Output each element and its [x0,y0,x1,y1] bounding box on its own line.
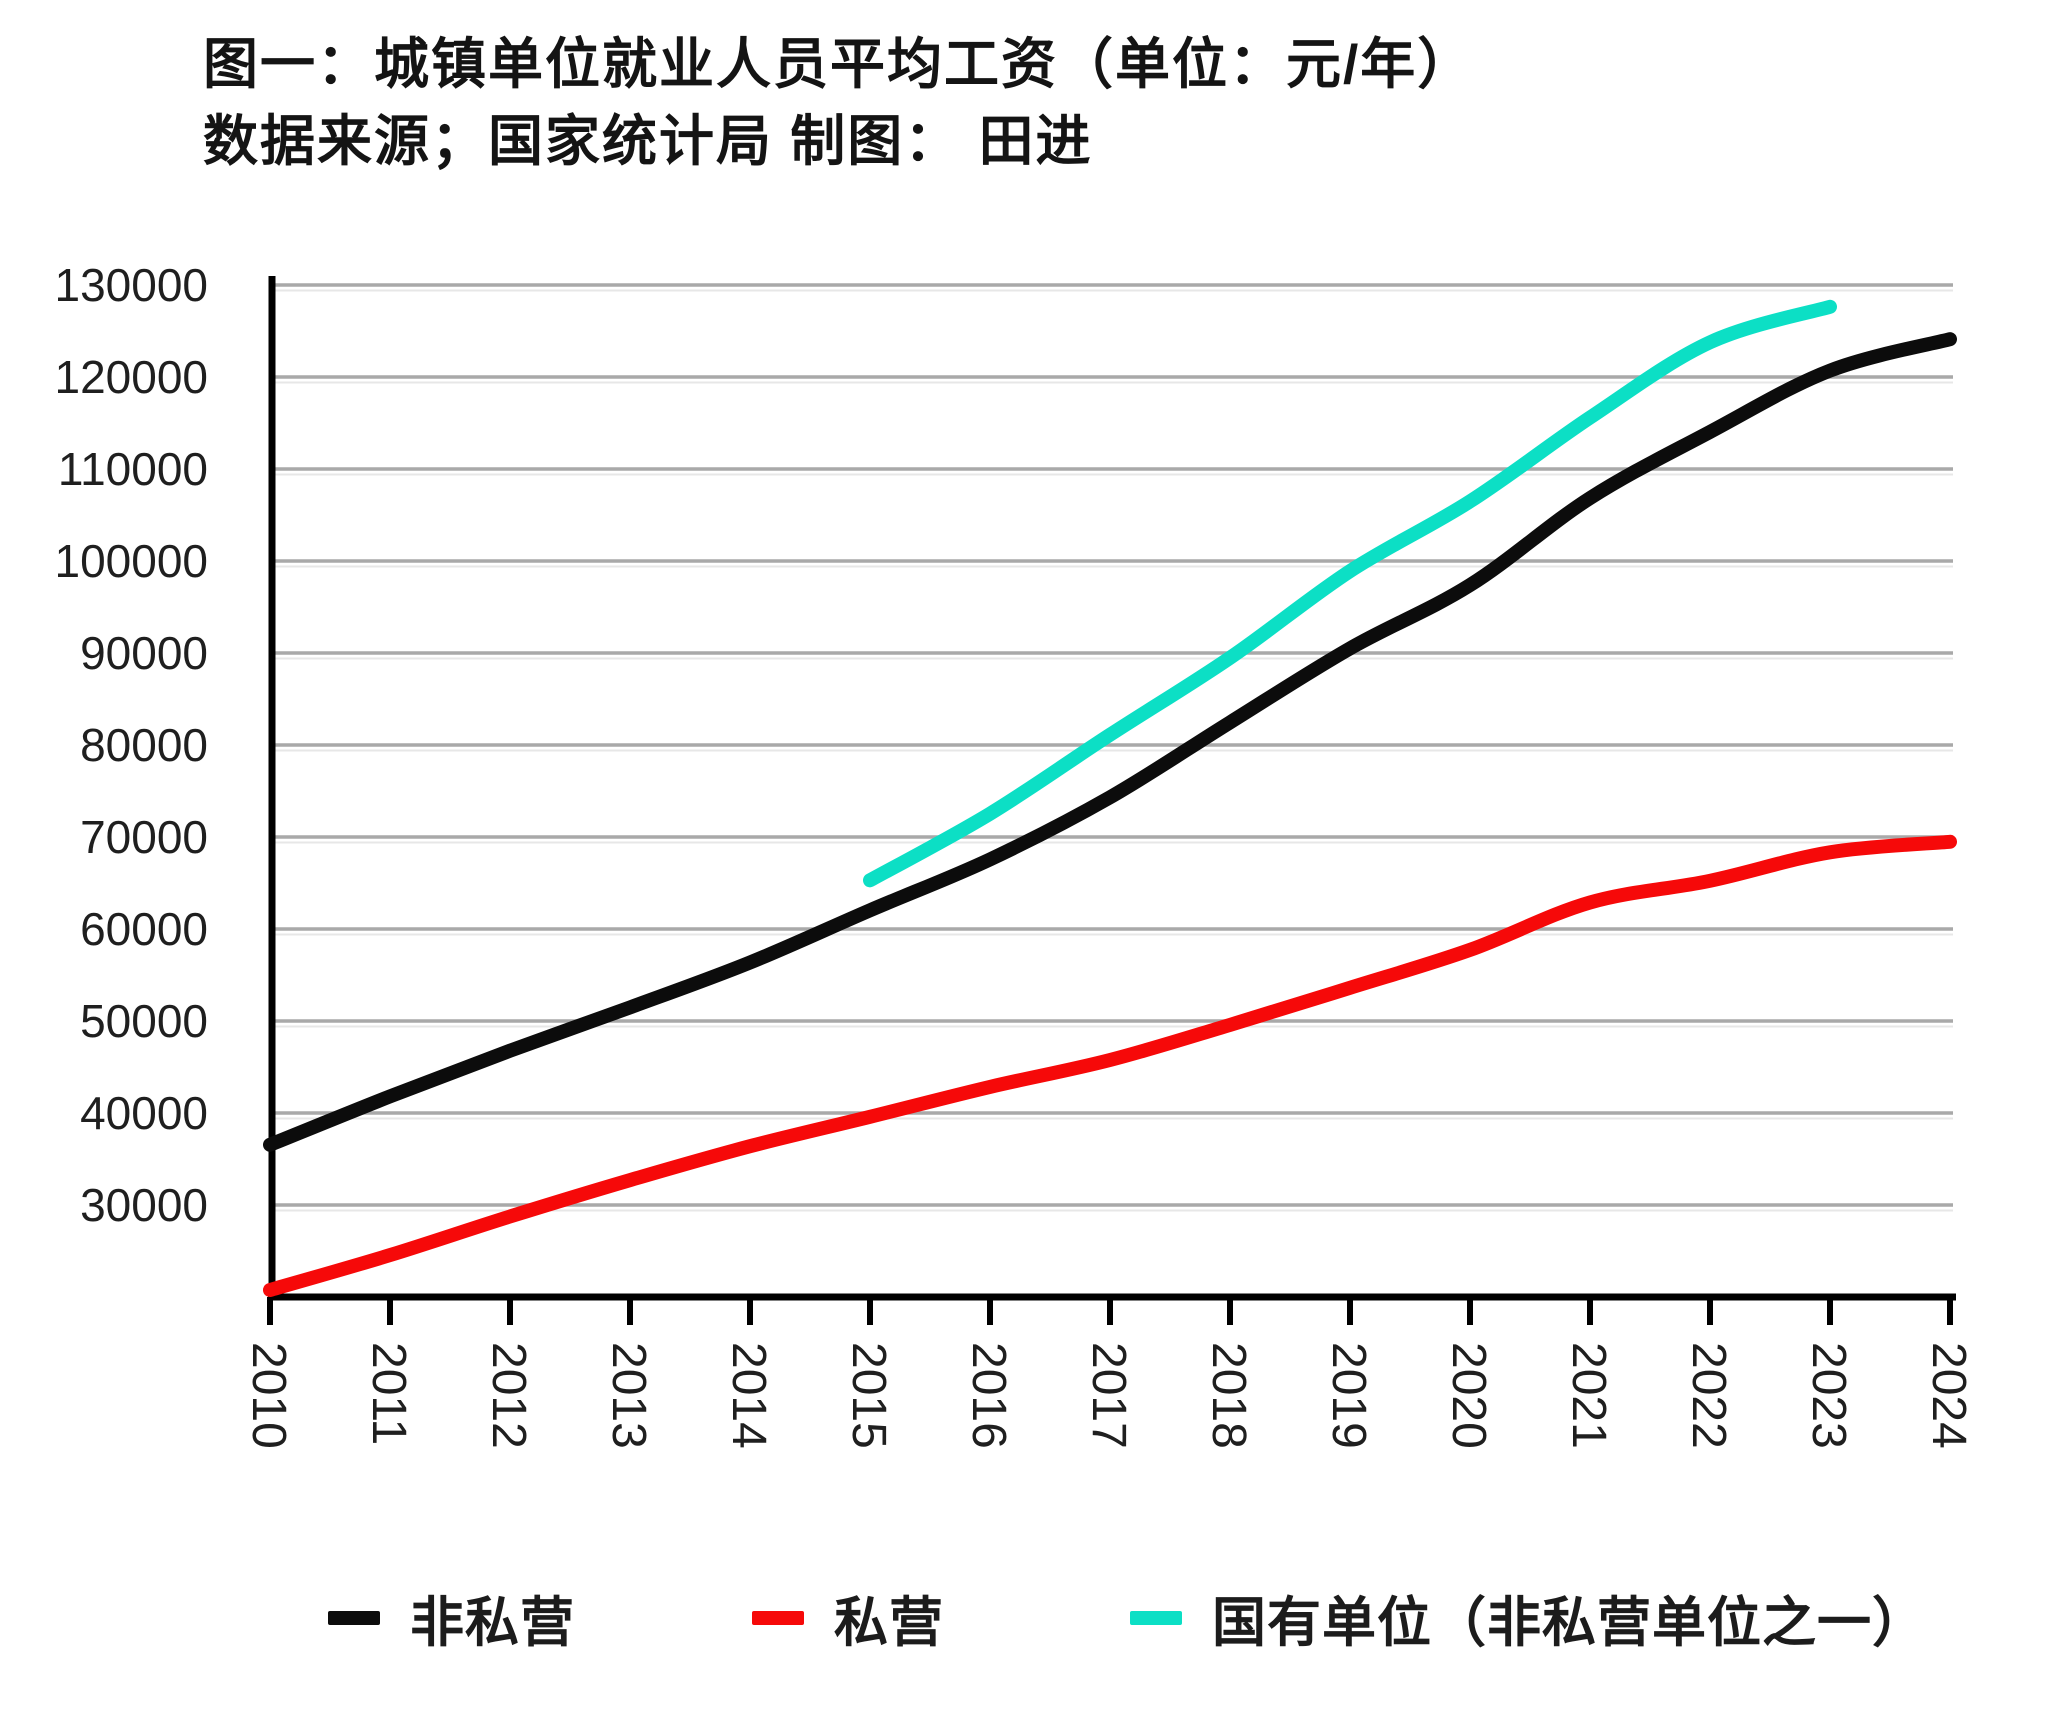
chart-source-note: 数据来源；国家统计局 制图： 田进 [203,110,1093,172]
svg-text:2022: 2022 [1682,1342,1735,1449]
legend-label-private: 私营 [834,1593,944,1653]
svg-text:30000: 30000 [80,1179,208,1231]
svg-text:2021: 2021 [1562,1342,1615,1449]
chart-legend: 非私营 私营 国有单位（非私营单位之一） [0,1578,2053,1658]
svg-text:2015: 2015 [842,1342,895,1449]
svg-text:90000: 90000 [80,627,208,679]
svg-text:2013: 2013 [602,1342,655,1449]
svg-text:2017: 2017 [1082,1342,1135,1449]
svg-text:60000: 60000 [80,903,208,955]
svg-text:100000: 100000 [55,535,209,587]
svg-text:2018: 2018 [1202,1342,1255,1449]
svg-text:2020: 2020 [1442,1342,1495,1449]
svg-text:2011: 2011 [362,1342,415,1445]
svg-text:70000: 70000 [80,811,208,863]
svg-text:40000: 40000 [80,1087,208,1139]
legend-swatch-stateowned [1130,1610,1182,1625]
legend-item-stateowned: 国有单位（非私营单位之一） [1130,1578,1927,1657]
legend-label-nonprivate: 非私营 [410,1593,575,1653]
svg-text:110000: 110000 [58,443,208,495]
legend-item-nonprivate: 非私营 [328,1578,575,1657]
svg-text:50000: 50000 [80,995,208,1047]
legend-swatch-nonprivate [328,1610,380,1625]
svg-text:2024: 2024 [1922,1342,1975,1449]
svg-text:120000: 120000 [55,351,209,403]
svg-text:2019: 2019 [1322,1342,1375,1449]
svg-text:2023: 2023 [1802,1342,1855,1449]
svg-text:130000: 130000 [55,259,209,311]
legend-item-private: 私营 [752,1578,944,1657]
chart-title: 图一：城镇单位就业人员平均工资（单位：元/年） [203,33,1475,95]
svg-text:2016: 2016 [962,1342,1015,1449]
svg-text:2012: 2012 [482,1342,535,1449]
legend-label-stateowned: 国有单位（非私营单位之一） [1212,1593,1927,1653]
svg-text:2010: 2010 [242,1342,295,1449]
svg-text:2014: 2014 [722,1342,775,1449]
legend-swatch-private [752,1610,804,1625]
svg-text:80000: 80000 [80,719,208,771]
title-block: 图一：城镇单位就业人员平均工资（单位：元/年） 数据来源；国家统计局 制图： 田… [203,26,1474,180]
